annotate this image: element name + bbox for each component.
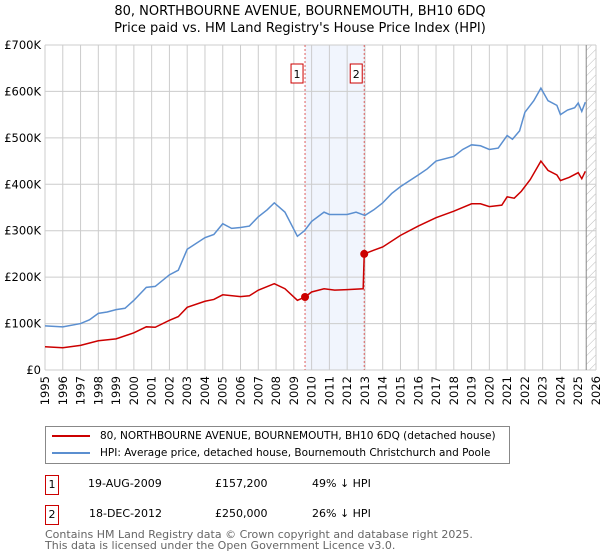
y-tick-label: £0: [26, 363, 41, 377]
x-tick-label: 2017: [429, 376, 443, 405]
property-price-line: [44, 159, 587, 349]
x-tick-label: 2013: [358, 376, 372, 405]
legend-swatch-property: [52, 435, 90, 437]
x-tick-label: 2004: [198, 376, 212, 405]
sale-badge-label: 1: [294, 68, 301, 81]
x-tick-label: 2003: [180, 376, 194, 405]
sale-point: [360, 249, 369, 258]
sale-badge-box: [290, 63, 304, 84]
footer-licence: This data is licensed under the Open Gov…: [45, 539, 396, 552]
legend-swatch-hpi: [52, 452, 90, 454]
sale-period-shading: [305, 45, 365, 370]
y-tick-label: £600K: [4, 84, 41, 98]
x-tick-label: 2024: [553, 376, 567, 405]
sale-badge: 2: [45, 505, 59, 525]
sale-date: 19-AUG-2009: [88, 477, 162, 490]
x-tick-label: 2021: [500, 376, 514, 405]
price-chart: 1995 1996 1997 1998 1999 2000 2001 2002 2003 2004…: [4, 38, 600, 405]
hpi-line: [44, 86, 587, 328]
chart-subtitle: Price paid vs. HM Land Registry's House …: [114, 21, 486, 36]
x-tick-label: 2005: [216, 376, 230, 405]
legend-label-property: 80, NORTHBOURNE AVENUE, BOURNEMOUTH, BH1…: [100, 430, 496, 442]
legend-label-hpi: HPI: Average price, detached house, Bour…: [100, 447, 491, 459]
sale-price: £157,200: [215, 477, 268, 490]
sale-badge-box: [349, 63, 363, 84]
x-tick-label: 2026: [589, 376, 600, 405]
sale-badge-label: 2: [353, 68, 360, 81]
x-tick-label: 2000: [127, 376, 141, 405]
y-tick-label: £300K: [4, 224, 41, 238]
sale-hpi-diff: 49% ↓ HPI: [312, 477, 371, 490]
x-tick-label: 2012: [340, 376, 354, 405]
y-tick-label: £100K: [4, 317, 41, 331]
x-tick-label: 1998: [91, 376, 105, 405]
chart-title: 80, NORTHBOURNE AVENUE, BOURNEMOUTH, BH1…: [114, 4, 486, 19]
x-tick-label: 2006: [234, 376, 248, 405]
x-tick-label: 2020: [482, 376, 496, 405]
x-tick-label: 2018: [447, 376, 461, 405]
x-tick-label: 2022: [518, 376, 532, 405]
x-tick-label: 2002: [162, 376, 176, 405]
y-tick-label: £200K: [4, 270, 41, 284]
x-tick-label: 2025: [571, 376, 585, 405]
forecast-hatch: [586, 45, 596, 370]
x-tick-label: 2023: [536, 376, 550, 405]
x-tick-label: 2009: [287, 376, 301, 405]
sale-price: £250,000: [215, 507, 268, 520]
x-tick-label: 2019: [465, 376, 479, 405]
x-tick-label: 2014: [376, 376, 390, 405]
sale-hpi-diff: 26% ↓ HPI: [312, 507, 371, 520]
legend: 80, NORTHBOURNE AVENUE, BOURNEMOUTH, BH1…: [45, 426, 510, 464]
y-tick-label: £700K: [4, 38, 41, 52]
x-tick-label: 2011: [322, 376, 336, 405]
sale-point: [301, 293, 310, 302]
y-tick-label: £500K: [4, 131, 41, 145]
x-tick-label: 1995: [38, 376, 52, 405]
x-tick-label: 1999: [109, 376, 123, 405]
y-tick-label: £400K: [4, 177, 41, 191]
footer-copyright: Contains HM Land Registry data © Crown c…: [45, 528, 473, 541]
footer: Contains HM Land Registry data © Crown c…: [45, 529, 473, 551]
sale-badge: 1: [45, 475, 59, 495]
sale-date: 18-DEC-2012: [89, 507, 163, 520]
x-tick-label: 2015: [393, 376, 407, 405]
x-tick-label: 1996: [56, 376, 70, 405]
x-tick-label: 2016: [411, 376, 425, 405]
x-tick-label: 2010: [305, 376, 319, 405]
x-tick-label: 2007: [251, 376, 265, 405]
x-tick-label: 2008: [269, 376, 283, 405]
x-tick-label: 1997: [74, 376, 88, 405]
x-tick-label: 2001: [145, 376, 159, 405]
